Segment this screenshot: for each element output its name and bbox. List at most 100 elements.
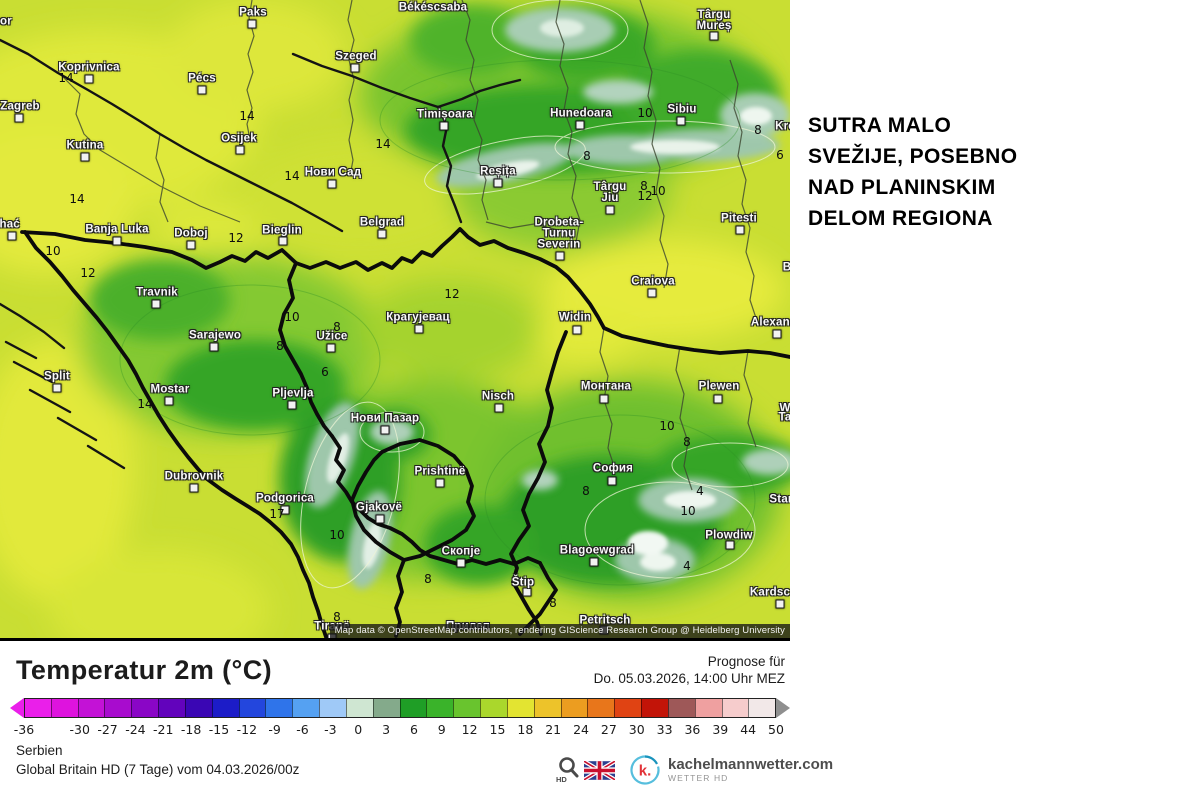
city-marker bbox=[575, 120, 585, 130]
city-marker bbox=[572, 325, 582, 335]
colorbar-tick-label: 44 bbox=[740, 722, 757, 737]
colorbar-cell bbox=[50, 699, 78, 717]
colorbar-tick-label: 33 bbox=[656, 722, 673, 737]
colorbar-tick-label: 39 bbox=[712, 722, 729, 737]
temp-value: 10 bbox=[650, 184, 666, 198]
city-marker bbox=[456, 558, 466, 568]
temp-value: 10 bbox=[45, 244, 61, 258]
city-marker bbox=[607, 476, 617, 486]
colorbar-tick-label: -21 bbox=[153, 722, 174, 737]
colorbar-tick-label: 30 bbox=[628, 722, 645, 737]
brand-site-name: kachelmannwetter.com bbox=[668, 756, 834, 774]
city-marker bbox=[494, 403, 504, 413]
branding-row: HD k. kachelmannwetter.com WETTER HD bbox=[556, 753, 833, 787]
colorbar-cell bbox=[104, 699, 132, 717]
colorbar-tick-label: 21 bbox=[545, 722, 562, 737]
temperature-field-graphic bbox=[0, 0, 790, 638]
temp-value: 14 bbox=[69, 192, 85, 206]
city-marker bbox=[439, 121, 449, 131]
colorbar-cell bbox=[667, 699, 695, 717]
city-marker bbox=[605, 205, 615, 215]
city-marker bbox=[414, 324, 424, 334]
temp-value: 8 bbox=[582, 484, 590, 498]
colorbar-tick-label: -9 bbox=[268, 722, 281, 737]
forecast-time-label: Prognose für bbox=[707, 654, 785, 669]
colorbar-tick-label: 36 bbox=[684, 722, 701, 737]
city-marker bbox=[112, 236, 122, 246]
forecast-time-block: Prognose für Do. 05.03.2026, 14:00 Uhr M… bbox=[594, 653, 785, 687]
brand-tagline: WETTER HD bbox=[668, 773, 729, 784]
colorbar-tick-label: -3 bbox=[324, 722, 337, 737]
colorbar-cell bbox=[399, 699, 427, 717]
temp-value: 8 bbox=[276, 339, 284, 353]
temp-value: 14 bbox=[284, 169, 300, 183]
temp-value: 10 bbox=[284, 310, 300, 324]
colorbar-cell bbox=[77, 699, 105, 717]
colorbar-tick-label: 50 bbox=[768, 722, 784, 737]
temp-value: 10 bbox=[680, 504, 696, 518]
city-marker bbox=[235, 145, 245, 155]
temp-value: 12 bbox=[80, 266, 96, 280]
colorbar-tick-label: 9 bbox=[437, 722, 446, 737]
colorbar-cell bbox=[641, 699, 668, 717]
city-marker bbox=[7, 231, 17, 241]
k-mark: k. bbox=[639, 763, 652, 780]
city-marker bbox=[14, 113, 24, 123]
temp-value: 17 bbox=[269, 507, 285, 521]
city-marker bbox=[599, 394, 609, 404]
temp-value: 10 bbox=[659, 419, 675, 433]
city-marker bbox=[735, 225, 745, 235]
city-marker bbox=[725, 540, 735, 550]
city-marker bbox=[326, 343, 336, 353]
forecast-annotation-line: DELOM REGIONA bbox=[808, 207, 993, 230]
colorbar-tick-label: 15 bbox=[489, 722, 506, 737]
temperature-map: Paks Békéscsaba Szeged Koprivnica Pécs Zagreb… bbox=[0, 0, 790, 641]
temp-value: 8 bbox=[754, 123, 762, 137]
city-marker bbox=[52, 383, 62, 393]
temp-value: 4 bbox=[683, 559, 691, 573]
colorbar-tick-label: 18 bbox=[517, 722, 534, 737]
colorbar-cell bbox=[587, 699, 615, 717]
city-marker bbox=[189, 483, 199, 493]
legend-panel: Temperatur 2m (°C) Prognose für Do. 05.0… bbox=[0, 641, 1200, 792]
temp-value: 14 bbox=[58, 71, 74, 85]
colorbar-tick-label: -30 bbox=[69, 722, 90, 737]
city-marker bbox=[709, 31, 719, 41]
colorbar-cell bbox=[560, 699, 588, 717]
colorbar-cell bbox=[480, 699, 507, 717]
colorbar-cell bbox=[25, 699, 51, 717]
colorbar-cell bbox=[748, 699, 776, 717]
city-marker bbox=[493, 178, 503, 188]
temp-value: 6 bbox=[321, 365, 329, 379]
temp-value: 8 bbox=[333, 610, 341, 624]
hd-zoom-icon: HD bbox=[556, 755, 580, 785]
temp-value: 8 bbox=[333, 320, 341, 334]
model-run-info: Global Britain HD (7 Tage) vom 04.03.202… bbox=[16, 762, 300, 777]
colorbar-cell bbox=[614, 699, 642, 717]
colorbar-tick-label: -15 bbox=[208, 722, 230, 737]
temp-value: 12 bbox=[444, 287, 460, 301]
city-marker bbox=[209, 342, 219, 352]
city-marker bbox=[713, 394, 723, 404]
colorbar-tick-label: 0 bbox=[354, 722, 363, 737]
hd-label: HD bbox=[556, 775, 567, 784]
kachelmann-logo-icon: k. bbox=[630, 755, 660, 785]
city-marker bbox=[80, 152, 90, 162]
city-marker bbox=[435, 478, 445, 488]
city-marker bbox=[350, 63, 360, 73]
colorbar-cell bbox=[694, 699, 722, 717]
colorbar-left-arrow bbox=[10, 698, 24, 718]
colorbar-cell bbox=[158, 699, 185, 717]
temp-value: 14 bbox=[137, 397, 153, 411]
colorbar-cell bbox=[345, 699, 373, 717]
city-marker bbox=[647, 288, 657, 298]
forecast-annotation-line: SUTRA MALO bbox=[808, 114, 952, 137]
city-marker bbox=[327, 179, 337, 189]
forecast-time-value: Do. 05.03.2026, 14:00 Uhr MEZ bbox=[593, 671, 785, 686]
colorbar-tick-labels: -36 -30 -27 -24 -21 -18 -15 -12 -9 -6 -3 0 3 6 9 12 15 18… bbox=[14, 722, 784, 738]
colorbar-tick-label: 3 bbox=[382, 722, 391, 737]
map-attribution: Map data © OpenStreetMap contributors, r… bbox=[329, 624, 790, 638]
city-marker bbox=[84, 74, 94, 84]
city-marker bbox=[287, 400, 297, 410]
colorbar-tick-label: -27 bbox=[97, 722, 118, 737]
